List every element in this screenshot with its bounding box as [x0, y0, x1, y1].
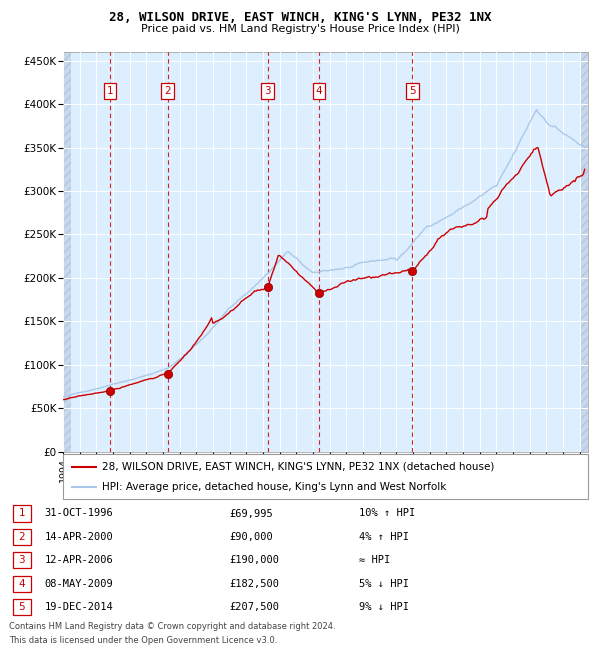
Text: This data is licensed under the Open Government Licence v3.0.: This data is licensed under the Open Gov…	[9, 636, 277, 645]
FancyBboxPatch shape	[13, 599, 31, 616]
Text: 3: 3	[265, 86, 271, 96]
Text: 19-DEC-2014: 19-DEC-2014	[44, 602, 113, 612]
Text: 14-APR-2000: 14-APR-2000	[44, 532, 113, 542]
Bar	[580, 52, 588, 452]
Text: 10% ↑ HPI: 10% ↑ HPI	[359, 508, 415, 519]
Text: Price paid vs. HM Land Registry's House Price Index (HPI): Price paid vs. HM Land Registry's House …	[140, 24, 460, 34]
Text: 28, WILSON DRIVE, EAST WINCH, KING'S LYNN, PE32 1NX: 28, WILSON DRIVE, EAST WINCH, KING'S LYN…	[109, 11, 491, 24]
FancyBboxPatch shape	[13, 528, 31, 545]
Text: £190,000: £190,000	[229, 555, 280, 566]
Text: 9% ↓ HPI: 9% ↓ HPI	[359, 602, 409, 612]
Text: 1: 1	[107, 86, 113, 96]
Text: 08-MAY-2009: 08-MAY-2009	[44, 578, 113, 589]
Text: 1: 1	[19, 508, 25, 519]
Text: 3: 3	[19, 555, 25, 566]
Text: 4: 4	[316, 86, 322, 96]
Text: 5: 5	[19, 602, 25, 612]
Text: 12-APR-2006: 12-APR-2006	[44, 555, 113, 566]
Text: £69,995: £69,995	[229, 508, 273, 519]
FancyBboxPatch shape	[13, 575, 31, 592]
Text: 4% ↑ HPI: 4% ↑ HPI	[359, 532, 409, 542]
Text: 2: 2	[164, 86, 171, 96]
Text: Contains HM Land Registry data © Crown copyright and database right 2024.: Contains HM Land Registry data © Crown c…	[9, 622, 335, 631]
FancyBboxPatch shape	[13, 552, 31, 569]
Text: £182,500: £182,500	[229, 578, 280, 589]
FancyBboxPatch shape	[63, 454, 588, 499]
Bar	[63, 52, 71, 452]
Text: HPI: Average price, detached house, King's Lynn and West Norfolk: HPI: Average price, detached house, King…	[103, 482, 447, 493]
Text: 28, WILSON DRIVE, EAST WINCH, KING'S LYNN, PE32 1NX (detached house): 28, WILSON DRIVE, EAST WINCH, KING'S LYN…	[103, 462, 495, 472]
FancyBboxPatch shape	[13, 505, 31, 522]
Text: 2: 2	[19, 532, 25, 542]
Text: £207,500: £207,500	[229, 602, 280, 612]
Text: 31-OCT-1996: 31-OCT-1996	[44, 508, 113, 519]
Text: 4: 4	[19, 578, 25, 589]
Text: 5% ↓ HPI: 5% ↓ HPI	[359, 578, 409, 589]
Text: 5: 5	[409, 86, 416, 96]
Text: £90,000: £90,000	[229, 532, 273, 542]
Text: ≈ HPI: ≈ HPI	[359, 555, 390, 566]
